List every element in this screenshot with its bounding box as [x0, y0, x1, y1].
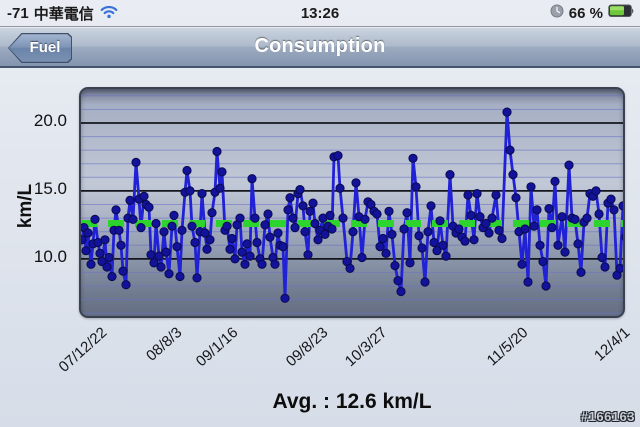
nav-bar: Fuel Consumption: [0, 27, 640, 68]
status-right: 66 %: [550, 4, 640, 22]
back-button-label[interactable]: Fuel: [9, 34, 71, 62]
gridlines: [81, 95, 623, 314]
plot-svg: [81, 95, 623, 314]
page-title: Consumption: [254, 35, 386, 57]
status-bar: -71 中華電信 13:26 66 %: [0, 0, 640, 27]
x-tick-label: 08/8/3: [142, 324, 186, 365]
x-tick-label: 10/3/27: [341, 324, 391, 371]
y-tick-label: 10.0: [33, 246, 67, 266]
x-tick-label: 09/8/23: [282, 324, 332, 371]
data-point-markers: [81, 107, 623, 303]
consumption-plot: [79, 87, 625, 318]
clock-icon: [550, 4, 564, 22]
signal-strength: -71: [7, 4, 29, 22]
y-tick-label: 20.0: [33, 110, 67, 130]
average-value-label: Avg. : 12.6 km/L: [272, 390, 432, 413]
clock-time: 13:26: [300, 4, 340, 22]
x-tick-label: 07/12/22: [55, 324, 111, 376]
status-left: -71 中華電信: [0, 3, 119, 24]
battery-icon: [608, 4, 635, 22]
battery-percent: 66 %: [568, 4, 603, 22]
x-tick-label: 09/1/16: [192, 324, 242, 371]
wifi-icon: [99, 4, 119, 23]
carrier-name: 中華電信: [33, 5, 94, 23]
watermark-text: #166163: [580, 409, 635, 424]
y-tick-label: 15.0: [33, 178, 67, 198]
x-tick-label: 11/5/20: [483, 324, 532, 370]
chart-area: km/L 10.0 15.0 20.0 07/12/22 08/8/3 09/1/16 0…: [0, 68, 640, 427]
back-button[interactable]: Fuel: [8, 33, 72, 63]
x-tick-label: 12/4/1: [590, 324, 634, 365]
